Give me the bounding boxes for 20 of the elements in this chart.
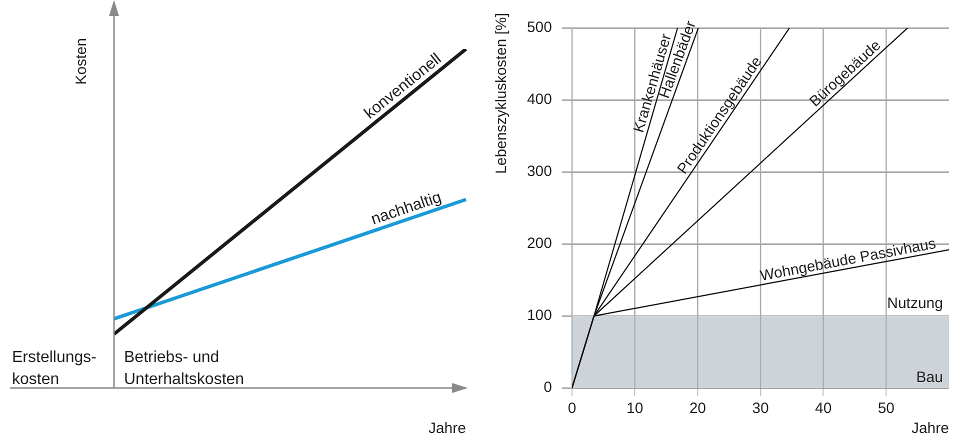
annotation: Erstellungs- kosten bbox=[12, 349, 96, 388]
y-axis-title: Lebenszykluskosten [%] bbox=[493, 13, 510, 174]
y-tick-label: 0 bbox=[544, 379, 552, 396]
x-tick-label: 40 bbox=[814, 400, 832, 418]
y-axis-title: Kosten bbox=[73, 38, 90, 85]
x-tick-label: 50 bbox=[878, 400, 895, 418]
y-tick-label: 500 bbox=[526, 19, 552, 36]
x-tick-label: 10 bbox=[626, 400, 644, 418]
annotation: Betriebs- und Unterhaltskosten bbox=[124, 349, 244, 388]
x-axis-title: Jahre bbox=[428, 420, 466, 437]
x-tick-label: 0 bbox=[568, 400, 576, 418]
y-tick-label: 200 bbox=[526, 235, 552, 252]
annotation: Nutzung bbox=[887, 295, 943, 312]
y-tick-label: 100 bbox=[526, 307, 552, 324]
y-tick-label: 300 bbox=[526, 163, 552, 180]
x-tick-label: 20 bbox=[689, 400, 706, 418]
band-label: Bau bbox=[916, 369, 943, 386]
x-tick-label: 30 bbox=[752, 400, 769, 418]
y-tick-label: 400 bbox=[526, 91, 552, 108]
x-axis-title: Jahre bbox=[911, 420, 949, 437]
